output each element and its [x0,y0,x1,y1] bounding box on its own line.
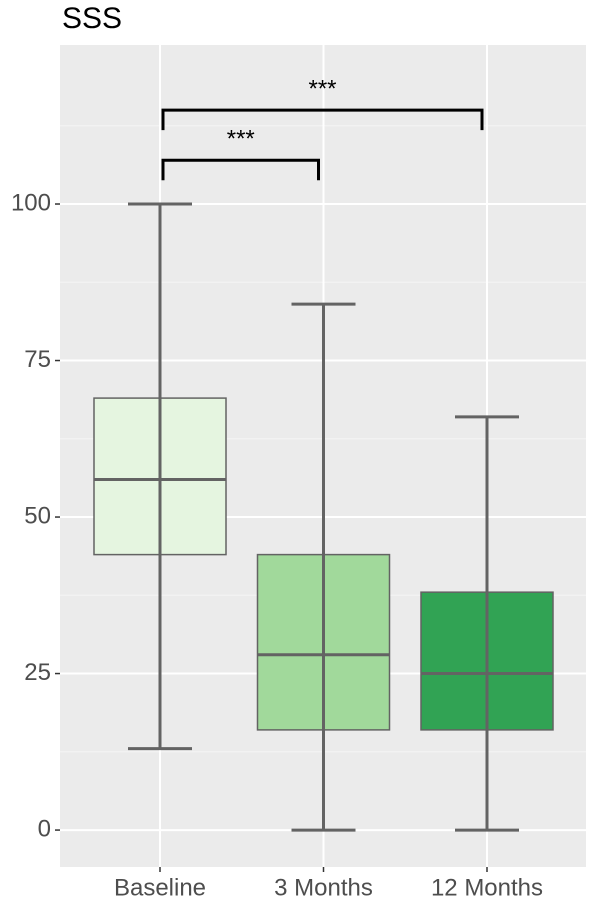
y-tick-label: 50 [24,502,51,529]
x-tick-label: 12 Months [431,874,543,901]
x-tick-label: Baseline [114,874,206,901]
significance-label: *** [227,126,255,153]
y-tick-label: 75 [24,346,51,373]
significance-label: *** [308,75,336,102]
chart-title: SSS [62,2,122,35]
x-tick-label: 3 Months [274,874,373,901]
significance-bracket [161,158,320,181]
y-tick-label: 25 [24,659,51,686]
y-tick-label: 100 [11,189,51,216]
y-tick-label: 0 [38,815,51,842]
significance-bracket [161,108,484,131]
